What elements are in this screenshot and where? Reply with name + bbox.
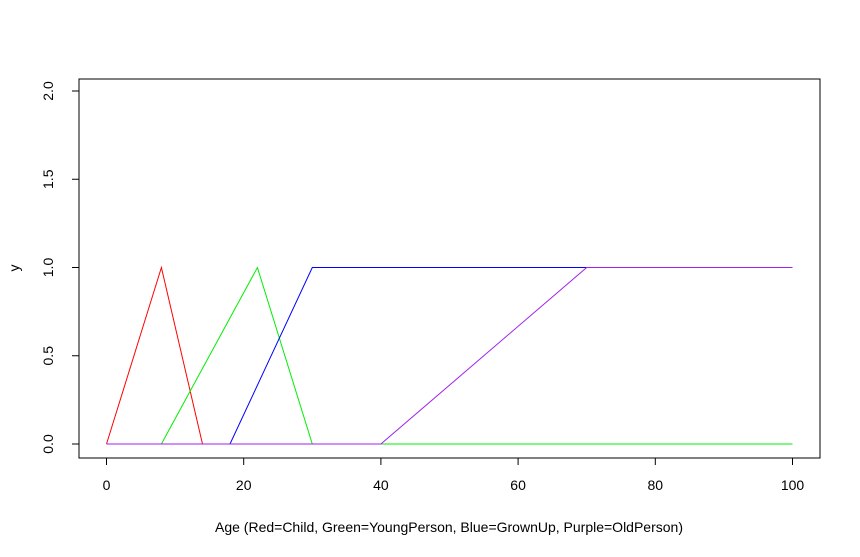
series-line-2	[106, 266, 793, 445]
y-tick-label: 1.0	[40, 258, 56, 278]
x-tick-label: 40	[373, 477, 389, 493]
x-tick-label: 20	[236, 477, 252, 493]
x-axis-label: Age (Red=Child, Green=YoungPerson, Blue=…	[215, 519, 683, 535]
y-tick-label: 0.5	[40, 346, 56, 366]
series-line-4	[106, 267, 793, 445]
y-axis-label: y	[6, 265, 22, 272]
y-tick-label: 2.0	[40, 81, 56, 101]
plot-box	[78, 78, 821, 459]
y-axis: 0.0 0.5 1.0 1.5 2.0	[40, 81, 80, 454]
x-tick-label: 0	[103, 477, 111, 493]
series-layer	[106, 265, 793, 445]
y-tick-label: 1.5	[40, 169, 56, 189]
x-tick-label: 100	[781, 477, 805, 493]
x-axis: 0 20 40 60 80 100	[103, 457, 805, 493]
x-tick-label: 60	[510, 477, 526, 493]
y-tick-label: 0.0	[40, 434, 56, 454]
x-tick-label: 80	[648, 477, 664, 493]
